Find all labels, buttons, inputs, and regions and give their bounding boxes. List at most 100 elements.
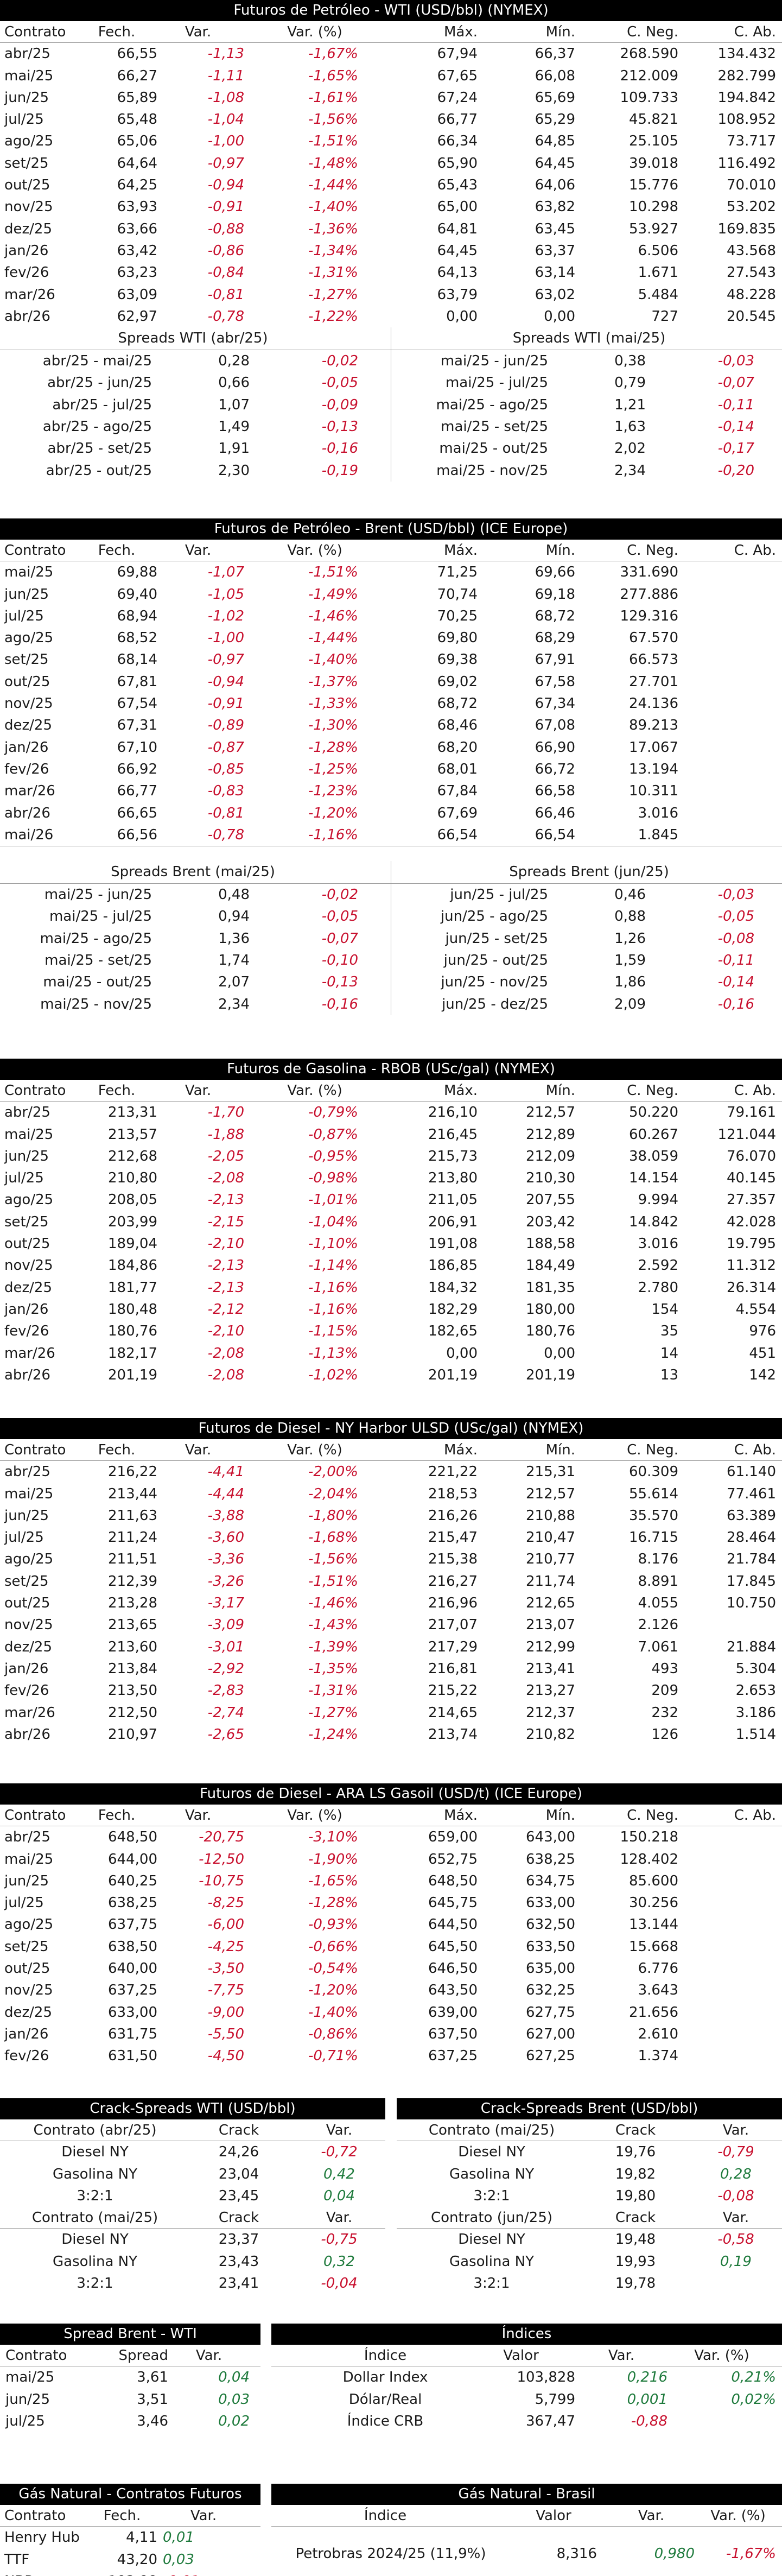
- cell-close: 67,54: [117, 695, 157, 712]
- cell-change: -2,08: [207, 1345, 244, 1362]
- cell-close: 68,14: [117, 651, 157, 668]
- spread-value: 1,49: [218, 419, 250, 435]
- cell-high: 67,69: [437, 805, 478, 821]
- cell-volume: 1.845: [638, 826, 678, 843]
- table-row: jan/26 67,10 -0,87 -1,28% 68,20 66,90 17.067: [0, 737, 782, 758]
- cell-open-interest: 21.884: [727, 1638, 776, 1655]
- cell-change-pct: -1,13%: [308, 1345, 358, 1362]
- table-row: fev/26 631,50 -4,50 -0,71% 637,25 627,25 1.374: [0, 2045, 782, 2067]
- spread-value: 0,28: [218, 353, 250, 370]
- spread-pair: abr/25 - mai/25: [42, 353, 152, 370]
- cell-contract: fev/26: [4, 2048, 49, 2065]
- col-header: Var.: [608, 2347, 635, 2364]
- cell-change-pct: -1,51%: [308, 1573, 358, 1590]
- cell-low: 67,34: [535, 695, 575, 712]
- cell-close: 213,44: [108, 1485, 157, 1502]
- cell-high: 221,22: [428, 1464, 478, 1480]
- cell-close: 63,09: [117, 286, 157, 303]
- cell-volume: 4.055: [638, 1595, 678, 1612]
- cell-change-pct: -1,46%: [308, 1595, 358, 1612]
- cell-high: 67,24: [437, 89, 478, 106]
- cell-low: 64,06: [535, 177, 575, 194]
- cell-high: 65,90: [437, 155, 478, 172]
- cell-change: -2,10: [207, 1236, 244, 1252]
- cell-change: -10,75: [199, 1872, 244, 1889]
- cell-close: 66,27: [117, 67, 157, 84]
- cell-change: -2,13: [207, 1192, 244, 1208]
- cell-volume: 331.690: [620, 564, 678, 581]
- cell-close: 180,76: [108, 1323, 157, 1340]
- table-row: set/25 64,64 -0,97 -1,48% 65,90 64,45 39.018 11…: [0, 153, 782, 174]
- col-header-contract: Contrato: [4, 542, 66, 559]
- cell-change-pct: -1,35%: [308, 1660, 358, 1677]
- table-row: dez/25 633,00 -9,00 -1,40% 639,00 627,75 21.65…: [0, 2002, 782, 2023]
- table-cell: 3,51: [137, 2391, 168, 2408]
- cell-change-pct: -0,71%: [308, 2048, 358, 2065]
- cell-contract: nov/25: [4, 1982, 53, 1999]
- cell-open-interest: 61.140: [727, 1464, 776, 1480]
- cell-contract: out/25: [4, 1595, 50, 1612]
- spread-pair: mai/25 - nov/25: [40, 996, 152, 1012]
- cell-contract: jul/25: [4, 111, 44, 128]
- table-cell: -0,88: [631, 2413, 667, 2429]
- cell-close: 67,10: [117, 739, 157, 756]
- cell-low: 643,00: [526, 1829, 575, 1846]
- cell-contract: mai/25: [4, 1126, 54, 1143]
- cell-contract: jun/25: [4, 1507, 49, 1524]
- cell-change: -0,78: [207, 308, 244, 325]
- table-cell: 0,03: [163, 2551, 194, 2568]
- cell-open-interest: 108.952: [717, 111, 776, 128]
- cell-volume: 35.570: [629, 1507, 678, 1524]
- cell-change: -12,50: [199, 1851, 244, 1868]
- table-row: mar/26 212,50 -2,74 -1,27% 214,65 212,37 232 3.…: [0, 1702, 782, 1724]
- crack-block: Contrato (abr/25) Crack Var. Diesel NY 24,26…: [0, 2119, 385, 2207]
- cell-high: 645,75: [428, 1895, 478, 1912]
- cell-change-pct: -2,04%: [308, 1485, 358, 1502]
- col-header-close: Fech.: [98, 1807, 136, 1824]
- cell-low: 66,46: [535, 805, 575, 821]
- cell-change-pct: -1,68%: [308, 1529, 358, 1546]
- cell-low: 213,07: [526, 1617, 575, 1634]
- cell-volume: 53.927: [629, 220, 678, 237]
- crack-wti-table: Contrato (abr/25) Crack Var. Diesel NY 24,26…: [0, 2119, 385, 2294]
- cell-close: 633,00: [108, 2004, 157, 2021]
- cell-high: 206,91: [428, 1213, 478, 1230]
- cell-close: 64,25: [117, 177, 157, 194]
- cell-contract: abr/26: [4, 308, 50, 325]
- cell-change: -2,74: [207, 1704, 244, 1721]
- table-row: 3:2:1 23,45 0,04: [0, 2185, 385, 2207]
- table-row: abr/25 66,55 -1,13 -1,67% 67,94 66,37 268.590 1…: [0, 43, 782, 65]
- spread-value: 0,79: [614, 375, 646, 391]
- cell-volume: 2.610: [638, 2026, 678, 2042]
- table-row: Petrobras 2024/25 (11,9%) 8,316 0,980 -1,67…: [271, 2527, 782, 2576]
- cell-change-pct: -1,02%: [308, 1366, 358, 1383]
- cell-volume: 30.256: [629, 1895, 678, 1912]
- table-row: jul/25 3,46 0,02: [0, 2410, 260, 2432]
- cell-close: 213,50: [108, 1682, 157, 1699]
- spread-pair: mai/25 - jul/25: [49, 908, 152, 925]
- cell-volume: 109.733: [620, 89, 678, 106]
- table-cell: -0,01: [163, 2571, 244, 2576]
- table-row: mai/25 213,57 -1,88 -0,87% 216,45 212,89 60.26…: [0, 1124, 782, 1145]
- cell-open-interest: 79.161: [727, 1104, 776, 1121]
- cell-contract: nov/25: [4, 1617, 53, 1634]
- cell-change-pct: -1,20%: [308, 1982, 358, 1999]
- cell-close: 203,99: [108, 1213, 157, 1230]
- spread-value: 0,66: [218, 375, 250, 391]
- cell-high: 67,65: [437, 67, 478, 84]
- cell-high: 218,53: [428, 1485, 478, 1502]
- cell-change-pct: -1,16%: [308, 826, 358, 843]
- cell-volume: 2.780: [638, 1279, 678, 1296]
- cell-change: -4,50: [207, 2048, 244, 2065]
- cell-low: 632,25: [526, 1982, 575, 1999]
- cell-low: 63,02: [535, 286, 575, 303]
- cell-change-pct: -1,67%: [308, 46, 358, 62]
- gasoil-section: Futuros de Diesel - ARA LS Gasoil (USD/t…: [0, 1783, 782, 2067]
- table-row: mai/25 66,27 -1,11 -1,65% 67,65 66,08 212.009 2…: [0, 65, 782, 87]
- col-header: Var.: [722, 2122, 749, 2138]
- cell-volume: 9.994: [638, 1192, 678, 1208]
- table-cell: Diesel NY: [61, 2144, 129, 2161]
- col-header-contract: Contrato: [4, 1807, 66, 1824]
- table-cell: Diesel NY: [61, 2231, 129, 2248]
- table-row: ago/25 68,52 -1,00 -1,44% 69,80 68,29 67.570: [0, 627, 782, 649]
